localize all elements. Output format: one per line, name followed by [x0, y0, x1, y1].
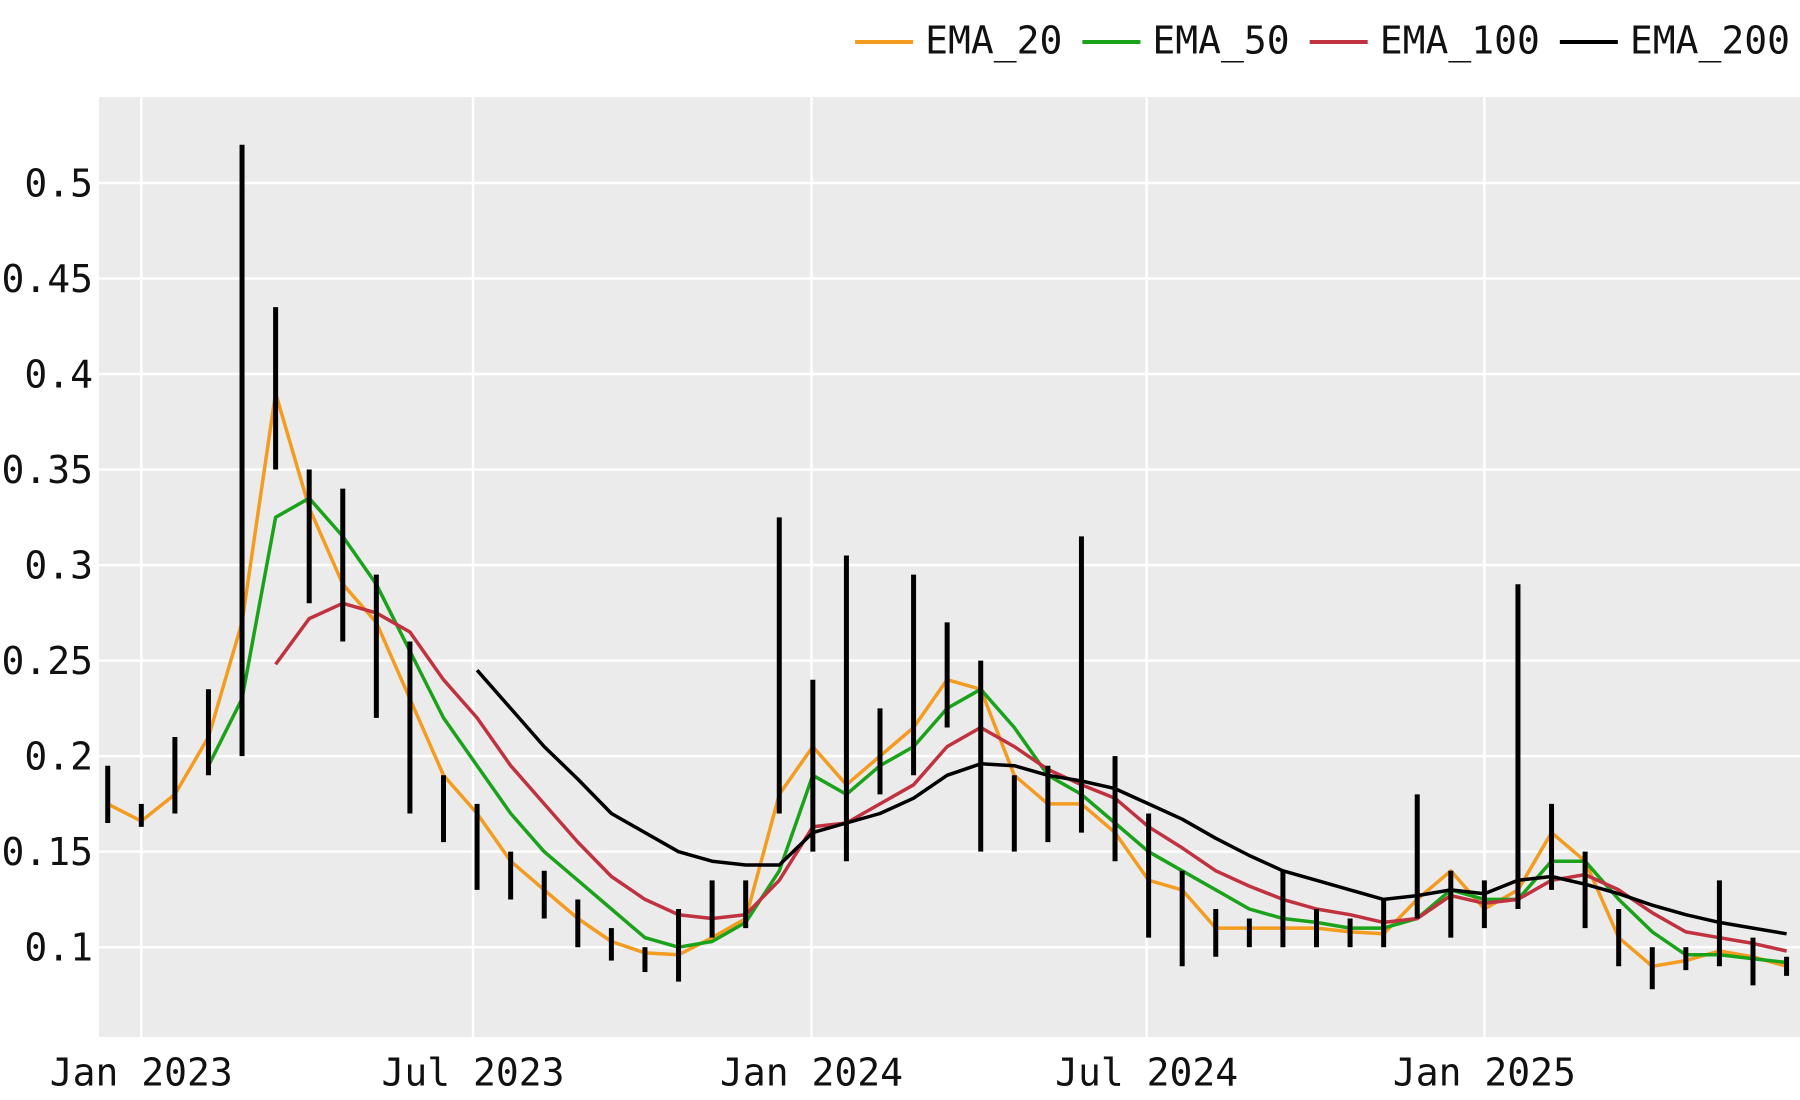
ema-line: [274, 601, 1787, 953]
x-tick-label: Jan 2023: [50, 1051, 233, 1095]
x-tick-label: Jul 2024: [1055, 1051, 1238, 1095]
legend: EMA_20 EMA_50 EMA_100 EMA_200: [855, 19, 1790, 64]
y-tick-label: 0.1: [24, 926, 93, 970]
y-tick-label: 0.3: [24, 544, 93, 588]
ema-line: [206, 496, 1787, 965]
legend-label: EMA_50: [1152, 19, 1289, 64]
ema-line: [475, 669, 1787, 936]
y-tick-label: 0.45: [1, 257, 93, 301]
y-tick-label: 0.35: [1, 448, 93, 492]
legend-label: EMA_20: [925, 19, 1062, 64]
plot-background: [99, 97, 1800, 1037]
legend-label: EMA_100: [1380, 19, 1540, 64]
legend-label: EMA_200: [1630, 19, 1790, 64]
y-tick-label: 0.25: [1, 639, 93, 683]
x-tick-label: Jan 2024: [720, 1051, 903, 1095]
x-tick-label: Jul 2023: [382, 1051, 565, 1095]
y-tick-label: 0.4: [24, 353, 93, 397]
y-tick-label: 0.2: [24, 735, 93, 779]
y-tick-label: 0.15: [1, 830, 93, 874]
y-tick-label: 0.5: [24, 161, 93, 205]
x-tick-label: Jan 2025: [1393, 1051, 1576, 1095]
